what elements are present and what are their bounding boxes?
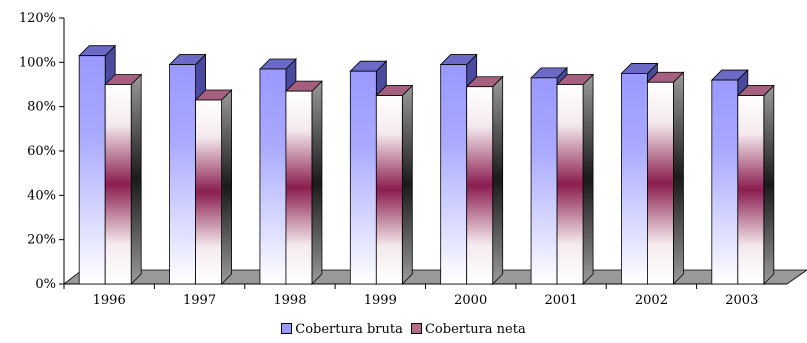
x-tick-label: 1999 [364,293,397,308]
bar-front-face [440,64,468,285]
x-tick-label: 1998 [273,293,306,308]
x-tick-label: 2003 [725,293,758,308]
x-tick-label: 2002 [635,293,668,308]
y-tick-label: 120% [19,11,56,26]
bar-front-face [375,95,403,285]
bar-front-face [195,99,222,285]
legend-item-neta: Cobertura neta [410,322,526,337]
bar-cobertura-neta [646,71,685,285]
bar-front-face [556,84,584,285]
legend-item-bruta: Cobertura bruta [281,322,403,337]
bar-front-face [78,55,106,285]
bar-side-face [582,73,594,285]
y-tick-label: 100% [19,55,56,70]
legend-swatch-neta [410,323,422,334]
y-tick-label: 40% [27,188,56,203]
bar-side-face [130,73,142,285]
bar-front-face [530,77,558,285]
legend: Cobertura bruta Cobertura neta [0,322,807,337]
bar-side-face [673,71,684,285]
bar-front-face [621,73,648,285]
y-tick-label: 80% [27,100,56,115]
x-tick-label: 2001 [545,293,578,308]
bar-front-face [466,86,494,285]
x-tick-label: 2000 [454,293,487,308]
legend-label-bruta: Cobertura bruta [295,322,403,337]
x-tick-label: 1996 [93,293,126,308]
x-tick-label: 1997 [183,293,216,308]
bar-cobertura-neta [194,89,233,285]
bar-side-face [221,89,232,285]
bar-front-face [285,90,313,285]
bar-front-face [737,95,765,285]
bar-front-face [259,68,287,285]
bar-cobertura-neta [465,75,504,285]
bar-cobertura-neta [104,73,143,285]
bar-front-face [104,84,132,285]
bar-cobertura-neta [556,73,595,285]
bar-side-face [401,84,413,285]
bar-front-face [711,79,739,285]
y-tick-label: 0% [35,277,56,292]
legend-label-neta: Cobertura neta [424,322,526,337]
bar-front-face [349,70,377,285]
bar-chart: 0% 20% 40% 60% 80% 100% 120% 1996 1997 1998 1999 20… [19,11,807,308]
bar-front-face [169,64,196,285]
bar-side-face [763,84,775,285]
bar-cobertura-neta [284,80,323,285]
legend-swatch-bruta [281,323,293,334]
bar-front-face [647,81,674,285]
y-tick-label: 20% [27,233,56,248]
y-tick-label: 60% [27,144,56,159]
bar-cobertura-neta [375,84,414,285]
bar-side-face [492,75,504,285]
bar-cobertura-neta [736,84,775,285]
bar-side-face [311,80,323,285]
